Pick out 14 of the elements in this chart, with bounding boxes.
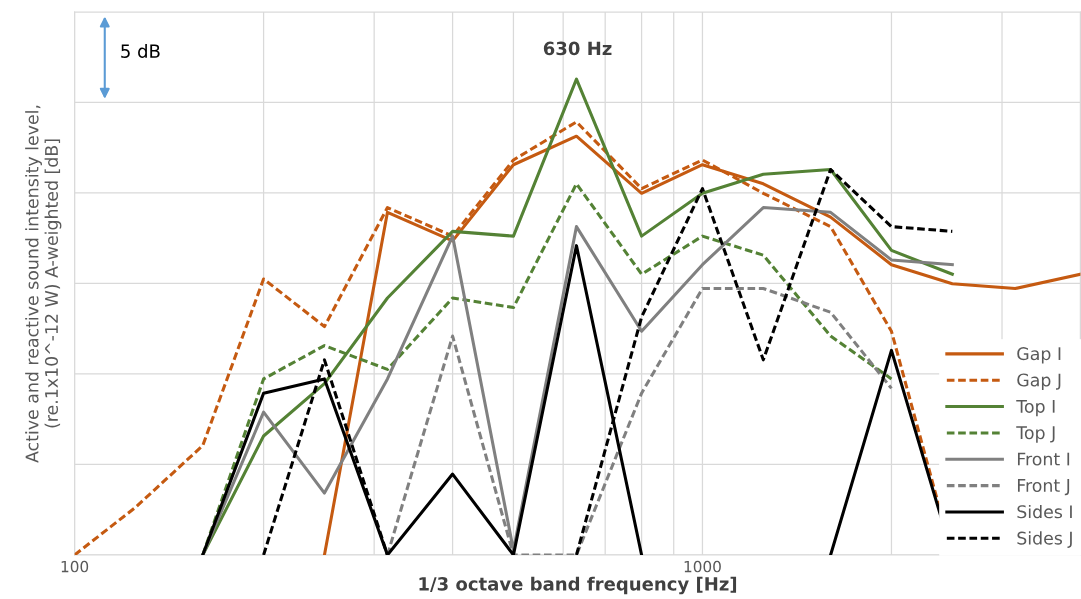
- legend-label: Top J: [1016, 426, 1055, 443]
- legend-label: Gap I: [1017, 347, 1061, 364]
- legend-label: Top I: [1016, 400, 1055, 417]
- legend-label: Front I: [1017, 452, 1070, 466]
- text: 5 dB: [121, 43, 160, 58]
- y-axis-title: Active and reactive sound intensity level, (re.1x10^-12 W) A-weighted [dB]: [25, 105, 62, 463]
- legend-label: Front J: [1017, 479, 1070, 496]
- legend-label: Sides I: [1017, 504, 1072, 519]
- legend-label: Sides J: [1017, 531, 1072, 548]
- text: 630 Hz: [543, 41, 612, 56]
- x-tick-label: 1000: [684, 560, 721, 573]
- legend-label: Gap J: [1017, 373, 1061, 390]
- x-axis-title: 1/3 octave band frequency [Hz]: [419, 576, 737, 595]
- x-tick-label: 100: [61, 560, 89, 573]
